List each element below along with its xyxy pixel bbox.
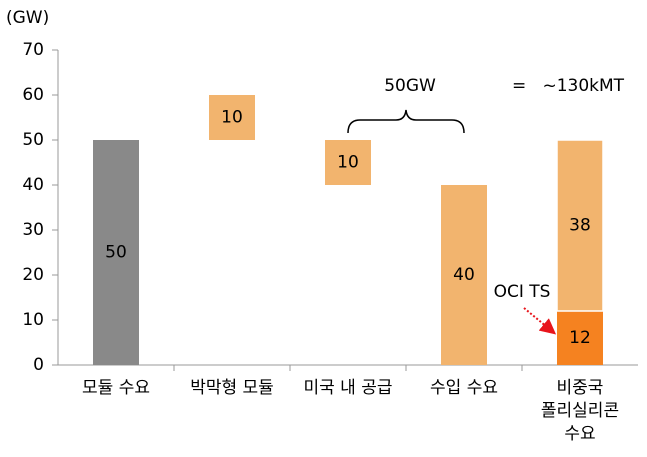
data-label: 40	[453, 265, 475, 285]
x-tick-label: 박막형 모듈	[190, 378, 274, 398]
x-tick-label: 모듈 수요	[82, 378, 150, 398]
y-tick-label: 10	[22, 310, 44, 330]
y-tick-label: 40	[22, 175, 44, 195]
x-tick-label: 수입 수요	[430, 378, 498, 398]
y-tick-label: 60	[22, 85, 44, 105]
data-label: 38	[569, 216, 591, 236]
y-tick-label: 20	[22, 265, 44, 285]
y-axis-label: (GW)	[6, 8, 49, 28]
y-tick-label: 70	[22, 40, 44, 60]
bar	[93, 140, 139, 365]
y-tick-label: 30	[22, 220, 44, 240]
data-label: 12	[569, 328, 591, 348]
bar	[557, 311, 603, 365]
bar	[441, 185, 487, 365]
bar	[556, 139, 604, 312]
y-tick-label: 0	[33, 355, 44, 375]
arrow	[523, 307, 557, 335]
x-tick-label: 비중국 폴리실리콘 수요	[540, 378, 620, 444]
annotation: OCI TS	[494, 282, 551, 302]
annotation: 50GW	[384, 76, 436, 96]
data-label: 10	[221, 108, 243, 128]
y-tick-label: 50	[22, 130, 44, 150]
data-label: 10	[337, 153, 359, 173]
x-tick-label: 미국 내 공급	[303, 378, 393, 398]
data-label: 50	[105, 243, 127, 263]
brace	[347, 109, 465, 134]
bar	[209, 95, 255, 140]
annotation: = ~130kMT	[512, 76, 625, 96]
bar	[325, 140, 371, 185]
